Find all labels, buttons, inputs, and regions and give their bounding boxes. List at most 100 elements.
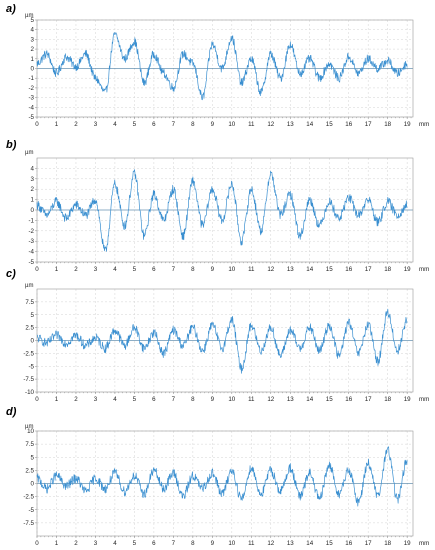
x-tick-label: 1 <box>55 121 59 128</box>
y-tick-label: 4 <box>31 27 35 34</box>
y-tick-label: -2 <box>28 228 34 235</box>
x-tick-label: 2 <box>74 540 78 547</box>
x-tick-label: 13 <box>287 396 294 403</box>
x-tick-label: 19 <box>404 396 411 403</box>
y-tick-label: -5 <box>28 507 34 514</box>
x-tick-label: 10 <box>228 396 235 403</box>
x-tick-label: 15 <box>326 396 333 403</box>
profile-series-line <box>36 308 408 374</box>
x-tick-label: 1 <box>55 540 59 547</box>
x-tick-label: 19 <box>404 540 411 547</box>
x-tick-label: 8 <box>191 266 195 273</box>
x-tick-label: 2 <box>74 266 78 273</box>
y-unit-label: µm <box>25 283 33 289</box>
x-tick-label: 12 <box>267 266 274 273</box>
x-tick-label: 0 <box>35 396 39 403</box>
x-tick-label: 19 <box>404 266 411 273</box>
y-tick-label: -5 <box>28 363 34 370</box>
x-tick-label: 11 <box>248 266 255 273</box>
x-tick-label: 18 <box>384 266 391 273</box>
y-tick-label: 7.5 <box>25 299 34 306</box>
panel-label: c) <box>6 268 16 280</box>
x-tick-label: 6 <box>152 266 156 273</box>
x-unit-label: mm <box>419 121 429 128</box>
x-tick-label: 3 <box>94 266 98 273</box>
x-tick-label: 7 <box>172 266 176 273</box>
y-tick-label: 0 <box>31 207 35 214</box>
y-tick-label: -2.5 <box>23 494 34 501</box>
x-tick-label: 2 <box>74 396 78 403</box>
x-tick-label: 17 <box>365 121 372 128</box>
y-unit-label: µm <box>25 424 33 430</box>
x-tick-label: 16 <box>345 540 352 547</box>
panel-label: d) <box>6 406 17 418</box>
x-tick-label: 11 <box>248 121 255 128</box>
x-tick-label: 14 <box>306 121 313 128</box>
y-tick-label: 5 <box>31 312 35 319</box>
y-tick-label: -2.5 <box>23 350 34 357</box>
x-tick-label: 15 <box>326 540 333 547</box>
plot-frame <box>36 288 414 393</box>
x-tick-label: 18 <box>384 540 391 547</box>
panel-label: a) <box>6 3 16 15</box>
x-tick-label: 15 <box>326 121 333 128</box>
x-tick-label: 14 <box>306 266 313 273</box>
y-unit-label: µm <box>25 150 33 156</box>
x-tick-label: 4 <box>113 540 117 547</box>
x-tick-label: 5 <box>133 396 137 403</box>
y-tick-label: 2 <box>31 186 35 193</box>
y-tick-label: 1 <box>31 197 35 204</box>
x-tick-label: 13 <box>287 540 294 547</box>
x-tick-label: 17 <box>365 266 372 273</box>
y-tick-label: 5 <box>31 454 35 461</box>
y-tick-label: -5 <box>28 259 34 266</box>
x-tick-label: 10 <box>228 540 235 547</box>
x-tick-label: 11 <box>248 396 255 403</box>
x-tick-label: 14 <box>306 540 313 547</box>
y-tick-label: -3 <box>28 238 34 245</box>
x-tick-label: 9 <box>211 396 215 403</box>
x-tick-label: 1 <box>55 266 59 273</box>
panel-label: b) <box>6 139 17 151</box>
y-tick-label: 3 <box>31 176 35 183</box>
x-tick-label: 6 <box>152 396 156 403</box>
x-tick-label: 5 <box>133 121 137 128</box>
x-tick-label: 7 <box>172 540 176 547</box>
y-tick-label: -1 <box>28 75 34 82</box>
profile-series-line <box>36 446 408 507</box>
y-tick-label: 0 <box>31 481 35 488</box>
y-tick-label: -10 <box>25 389 35 396</box>
plot-frame <box>36 430 414 537</box>
y-tick-label: 7.5 <box>25 441 34 448</box>
y-tick-label: 1 <box>31 56 35 63</box>
y-tick-label: -4 <box>28 249 34 256</box>
x-tick-label: 0 <box>35 266 39 273</box>
x-tick-label: 10 <box>228 121 235 128</box>
x-unit-label: mm <box>419 396 429 403</box>
y-tick-label: 4 <box>31 165 35 172</box>
y-tick-label: 3 <box>31 36 35 43</box>
x-tick-label: 8 <box>191 540 195 547</box>
x-tick-label: 16 <box>345 266 352 273</box>
y-tick-label: 0 <box>31 338 35 345</box>
x-tick-label: 9 <box>211 266 215 273</box>
x-tick-label: 8 <box>191 396 195 403</box>
y-tick-label: -1 <box>28 217 34 224</box>
plot-frame <box>36 19 414 118</box>
x-tick-label: 7 <box>172 396 176 403</box>
x-tick-label: 6 <box>152 540 156 547</box>
x-tick-label: 17 <box>365 396 372 403</box>
x-tick-label: 17 <box>365 540 372 547</box>
profile-series-line <box>36 32 408 101</box>
x-tick-label: 3 <box>94 540 98 547</box>
x-tick-label: 18 <box>384 121 391 128</box>
x-unit-label: mm <box>419 540 429 547</box>
x-tick-label: 0 <box>35 121 39 128</box>
x-tick-label: 4 <box>113 121 117 128</box>
y-tick-label: 5 <box>31 17 35 24</box>
x-tick-label: 12 <box>267 540 274 547</box>
x-tick-label: 6 <box>152 121 156 128</box>
x-tick-label: 10 <box>228 266 235 273</box>
